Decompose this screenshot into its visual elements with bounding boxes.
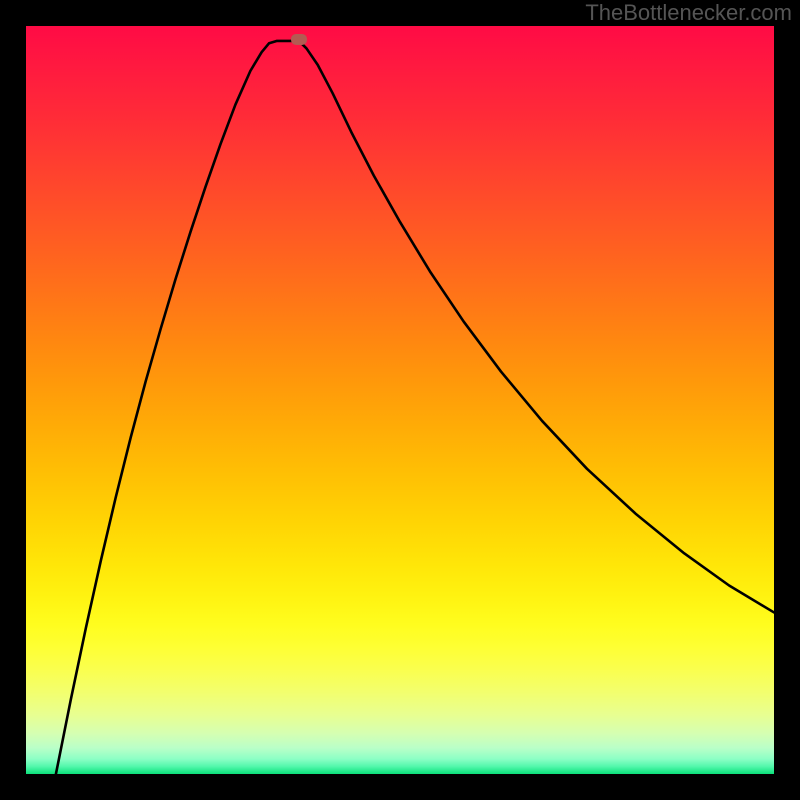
bottleneck-chart	[0, 0, 800, 800]
optimum-marker	[291, 34, 307, 45]
plot-background	[26, 26, 774, 774]
chart-container: TheBottlenecker.com	[0, 0, 800, 800]
watermark-label: TheBottlenecker.com	[585, 0, 792, 26]
